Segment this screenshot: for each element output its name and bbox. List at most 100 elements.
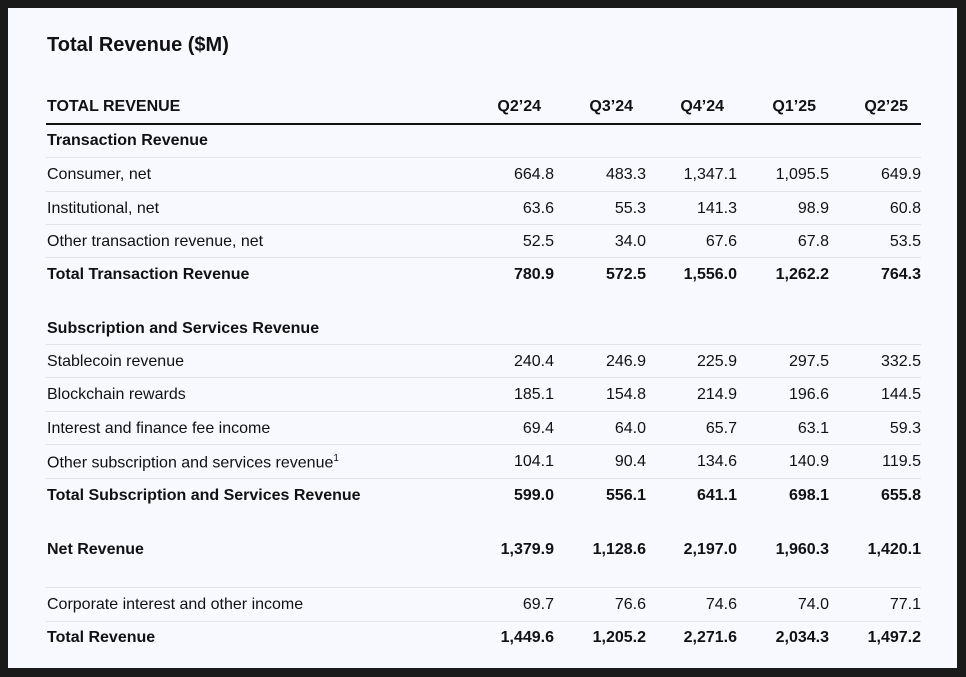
cell: 1,556.0 xyxy=(683,266,737,283)
cell: 641.1 xyxy=(696,487,737,504)
row-divider xyxy=(46,191,921,192)
section-label: Subscription and Services Revenue xyxy=(47,320,320,337)
period-header: Q1’25 xyxy=(772,98,816,115)
revenue-card: Total Revenue ($M) TOTAL REVENUE Q2’24 Q… xyxy=(8,8,957,668)
row-divider xyxy=(46,344,921,345)
table-row: Interest and finance fee income 69.4 64.… xyxy=(46,412,921,445)
table-header: TOTAL REVENUE Q2’24 Q3’24 Q4’24 Q1’25 Q2… xyxy=(46,90,921,123)
cell: 297.5 xyxy=(788,353,829,370)
table-row: Consumer, net 664.8 483.3 1,347.1 1,095.… xyxy=(46,158,921,191)
cell: 185.1 xyxy=(513,386,554,403)
row-label: Other transaction revenue, net xyxy=(47,233,264,250)
cell: 1,128.6 xyxy=(592,541,646,558)
row-label: Interest and finance fee income xyxy=(47,420,271,437)
cell: 649.9 xyxy=(880,166,921,183)
cell: 698.1 xyxy=(788,487,829,504)
cell: 483.3 xyxy=(605,166,646,183)
row-label: Total Revenue xyxy=(47,629,156,646)
header-label: TOTAL REVENUE xyxy=(47,98,181,115)
cell: 53.5 xyxy=(889,233,921,250)
table-row: Institutional, net 63.6 55.3 141.3 98.9 … xyxy=(46,192,921,225)
row-label: Total Subscription and Services Revenue xyxy=(47,487,361,504)
row-divider xyxy=(46,157,921,158)
total-revenue-row: Total Revenue 1,449.6 1,205.2 2,271.6 2,… xyxy=(46,621,921,654)
section-label: Transaction Revenue xyxy=(47,132,208,149)
cell: 1,497.2 xyxy=(867,629,921,646)
period-header: Q2’24 xyxy=(497,98,541,115)
cell: 1,960.3 xyxy=(775,541,829,558)
cell: 1,095.5 xyxy=(775,166,829,183)
cell: 69.7 xyxy=(522,596,554,613)
cell: 134.6 xyxy=(696,453,737,470)
cell: 140.9 xyxy=(788,453,829,470)
total-row-transaction: Total Transaction Revenue 780.9 572.5 1,… xyxy=(46,258,921,291)
cell: 74.6 xyxy=(705,596,737,613)
row-label: Corporate interest and other income xyxy=(47,596,304,613)
cell: 572.5 xyxy=(605,266,646,283)
cell: 34.0 xyxy=(614,233,646,250)
footnote-marker: 1 xyxy=(333,453,339,464)
table-row: Blockchain rewards 185.1 154.8 214.9 196… xyxy=(46,378,921,411)
cell: 76.6 xyxy=(614,596,646,613)
row-label: Consumer, net xyxy=(47,166,152,183)
row-label-text: Other subscription and services revenue xyxy=(47,454,334,472)
cell: 240.4 xyxy=(513,353,554,370)
cell: 1,205.2 xyxy=(592,629,646,646)
cell: 1,262.2 xyxy=(775,266,829,283)
row-label: Blockchain rewards xyxy=(47,386,186,403)
cell: 655.8 xyxy=(880,487,921,504)
cell: 67.6 xyxy=(705,233,737,250)
cell: 52.5 xyxy=(522,233,554,250)
table-row: Stablecoin revenue 240.4 246.9 225.9 297… xyxy=(46,345,921,378)
cell: 154.8 xyxy=(605,386,646,403)
cell: 196.6 xyxy=(788,386,829,403)
net-revenue-row: Net Revenue 1,379.9 1,128.6 2,197.0 1,96… xyxy=(46,533,921,566)
cell: 63.6 xyxy=(522,200,554,217)
cell: 55.3 xyxy=(614,200,646,217)
cell: 599.0 xyxy=(513,487,554,504)
period-header: Q4’24 xyxy=(680,98,724,115)
cell: 246.9 xyxy=(605,353,646,370)
section-title-transaction: Transaction Revenue xyxy=(46,124,921,157)
cell: 2,197.0 xyxy=(683,541,737,558)
cell: 764.3 xyxy=(880,266,921,283)
cell: 141.3 xyxy=(696,200,737,217)
cell: 780.9 xyxy=(513,266,554,283)
row-label: Stablecoin revenue xyxy=(47,353,184,370)
cell: 74.0 xyxy=(797,596,829,613)
header-divider xyxy=(46,123,921,125)
cell: 214.9 xyxy=(696,386,737,403)
cell: 119.5 xyxy=(882,453,921,470)
row-divider xyxy=(46,257,921,258)
cell: 69.4 xyxy=(522,420,554,437)
cell: 67.8 xyxy=(797,233,829,250)
section-title-subscription: Subscription and Services Revenue xyxy=(46,312,921,345)
page-title: Total Revenue ($M) xyxy=(47,34,229,56)
cell: 90.4 xyxy=(614,453,646,470)
row-divider xyxy=(46,224,921,225)
cell: 332.5 xyxy=(880,353,921,370)
row-divider xyxy=(46,478,921,479)
cell: 60.8 xyxy=(889,200,921,217)
cell: 64.0 xyxy=(614,420,646,437)
cell: 98.9 xyxy=(797,200,829,217)
period-header: Q3’24 xyxy=(589,98,633,115)
cell: 1,379.9 xyxy=(500,541,554,558)
cell: 1,420.1 xyxy=(867,541,921,558)
table-row: Other subscription and services revenue1… xyxy=(46,445,921,478)
row-divider xyxy=(46,377,921,378)
row-divider xyxy=(46,621,921,622)
cell: 2,034.3 xyxy=(775,629,829,646)
row-divider xyxy=(46,444,921,445)
row-label: Total Transaction Revenue xyxy=(47,266,250,283)
total-row-subscription: Total Subscription and Services Revenue … xyxy=(46,479,921,512)
cell: 77.1 xyxy=(889,596,921,613)
row-label: Other subscription and services revenue1 xyxy=(47,453,339,472)
cell: 59.3 xyxy=(889,420,921,437)
cell: 2,271.6 xyxy=(683,629,737,646)
cell: 144.5 xyxy=(880,386,921,403)
row-label: Net Revenue xyxy=(47,541,144,558)
cell: 1,449.6 xyxy=(500,629,554,646)
row-divider xyxy=(46,411,921,412)
row-divider xyxy=(46,587,921,588)
